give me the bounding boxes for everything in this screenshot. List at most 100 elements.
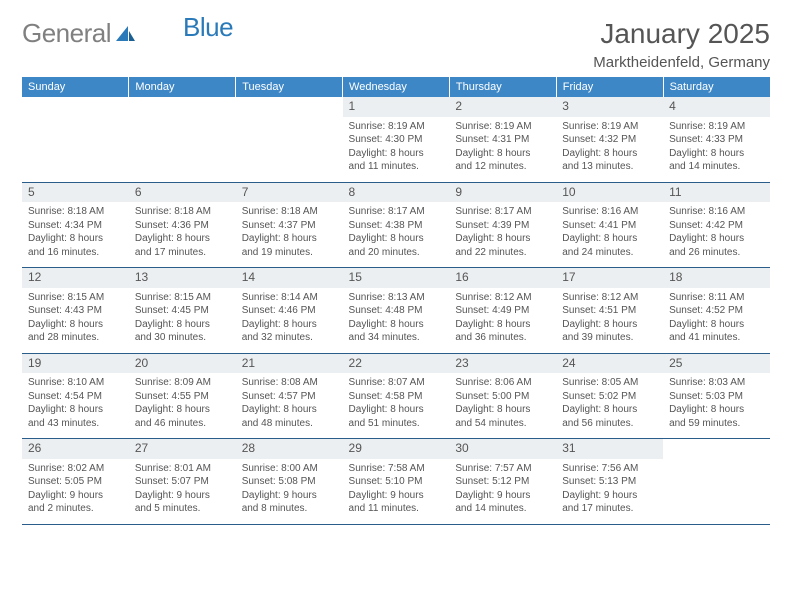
day-cell: 31Sunrise: 7:56 AMSunset: 5:13 PMDayligh… [556,439,663,525]
day-cell: 1Sunrise: 8:19 AMSunset: 4:30 PMDaylight… [343,97,450,182]
day-line: Daylight: 9 hours [242,489,337,503]
dayname: Wednesday [343,77,450,97]
day-line: Sunset: 4:36 PM [135,219,230,233]
day-line: Daylight: 8 hours [242,232,337,246]
month-title: January 2025 [593,18,770,50]
day-line: Daylight: 8 hours [135,403,230,417]
day-line: Sunrise: 8:18 AM [135,205,230,219]
day-details: Sunrise: 8:17 AMSunset: 4:38 PMDaylight:… [343,202,450,267]
day-line: Sunset: 4:57 PM [242,390,337,404]
day-cell: 27Sunrise: 8:01 AMSunset: 5:07 PMDayligh… [129,439,236,525]
day-number: 27 [129,439,236,459]
day-number: 20 [129,354,236,374]
day-details: Sunrise: 8:02 AMSunset: 5:05 PMDaylight:… [22,459,129,524]
day-cell: 25Sunrise: 8:03 AMSunset: 5:03 PMDayligh… [663,353,770,439]
day-line: Daylight: 8 hours [242,318,337,332]
day-line: Sunrise: 7:56 AM [562,462,657,476]
day-cell: 17Sunrise: 8:12 AMSunset: 4:51 PMDayligh… [556,268,663,354]
day-number: 15 [343,268,450,288]
day-details: Sunrise: 8:14 AMSunset: 4:46 PMDaylight:… [236,288,343,353]
day-line: Sunset: 4:45 PM [135,304,230,318]
day-line: and 26 minutes. [669,246,764,260]
day-details: Sunrise: 8:18 AMSunset: 4:34 PMDaylight:… [22,202,129,267]
day-cell: 26Sunrise: 8:02 AMSunset: 5:05 PMDayligh… [22,439,129,525]
day-line: Daylight: 8 hours [135,318,230,332]
day-line: and 17 minutes. [562,502,657,516]
day-line: and 16 minutes. [28,246,123,260]
day-line: Sunset: 4:37 PM [242,219,337,233]
day-line: and 30 minutes. [135,331,230,345]
day-line: and 19 minutes. [242,246,337,260]
day-line: Daylight: 8 hours [455,403,550,417]
day-cell: 20Sunrise: 8:09 AMSunset: 4:55 PMDayligh… [129,353,236,439]
day-line: Sunset: 4:30 PM [349,133,444,147]
day-line: Daylight: 8 hours [28,403,123,417]
week-row: 1Sunrise: 8:19 AMSunset: 4:30 PMDaylight… [22,97,770,182]
day-line: Daylight: 8 hours [349,147,444,161]
day-cell: 29Sunrise: 7:58 AMSunset: 5:10 PMDayligh… [343,439,450,525]
day-details: Sunrise: 8:18 AMSunset: 4:36 PMDaylight:… [129,202,236,267]
day-line: and 2 minutes. [28,502,123,516]
day-line: Daylight: 8 hours [562,318,657,332]
day-number: 21 [236,354,343,374]
day-line: Sunset: 4:46 PM [242,304,337,318]
day-line: Sunrise: 8:01 AM [135,462,230,476]
day-line: Sunset: 4:55 PM [135,390,230,404]
day-details: Sunrise: 7:58 AMSunset: 5:10 PMDaylight:… [343,459,450,524]
day-line: and 43 minutes. [28,417,123,431]
day-line: Daylight: 8 hours [28,318,123,332]
day-line: Daylight: 8 hours [669,232,764,246]
location: Marktheidenfeld, Germany [593,54,770,71]
day-line: Sunset: 4:34 PM [28,219,123,233]
day-cell: 16Sunrise: 8:12 AMSunset: 4:49 PMDayligh… [449,268,556,354]
day-details: Sunrise: 8:09 AMSunset: 4:55 PMDaylight:… [129,373,236,438]
day-line: and 59 minutes. [669,417,764,431]
day-line: Sunrise: 8:00 AM [242,462,337,476]
day-line: Sunrise: 8:06 AM [455,376,550,390]
day-line: and 39 minutes. [562,331,657,345]
day-number: 14 [236,268,343,288]
dayname: Monday [129,77,236,97]
day-cell [129,97,236,182]
day-line: Sunrise: 8:12 AM [562,291,657,305]
day-line: and 12 minutes. [455,160,550,174]
day-cell: 2Sunrise: 8:19 AMSunset: 4:31 PMDaylight… [449,97,556,182]
day-details: Sunrise: 8:00 AMSunset: 5:08 PMDaylight:… [236,459,343,524]
logo-text-gray: General [22,18,111,49]
day-details [22,117,129,175]
day-cell: 4Sunrise: 8:19 AMSunset: 4:33 PMDaylight… [663,97,770,182]
day-line: and 17 minutes. [135,246,230,260]
dayname: Friday [556,77,663,97]
day-details: Sunrise: 8:12 AMSunset: 4:49 PMDaylight:… [449,288,556,353]
day-details: Sunrise: 8:16 AMSunset: 4:42 PMDaylight:… [663,202,770,267]
week-row: 26Sunrise: 8:02 AMSunset: 5:05 PMDayligh… [22,439,770,525]
day-number: 25 [663,354,770,374]
day-number [236,97,343,117]
day-line: and 22 minutes. [455,246,550,260]
day-line: Sunset: 4:42 PM [669,219,764,233]
day-cell: 30Sunrise: 7:57 AMSunset: 5:12 PMDayligh… [449,439,556,525]
day-number: 28 [236,439,343,459]
day-line: Sunset: 5:07 PM [135,475,230,489]
day-line: Daylight: 9 hours [455,489,550,503]
day-line: and 14 minutes. [669,160,764,174]
day-line: and 5 minutes. [135,502,230,516]
day-cell: 19Sunrise: 8:10 AMSunset: 4:54 PMDayligh… [22,353,129,439]
day-cell [663,439,770,525]
day-line: and 20 minutes. [349,246,444,260]
day-line: Sunrise: 8:02 AM [28,462,123,476]
week-row: 5Sunrise: 8:18 AMSunset: 4:34 PMDaylight… [22,182,770,268]
day-line: and 13 minutes. [562,160,657,174]
day-line: Sunrise: 8:11 AM [669,291,764,305]
day-line: and 54 minutes. [455,417,550,431]
day-line: and 48 minutes. [242,417,337,431]
day-cell: 22Sunrise: 8:07 AMSunset: 4:58 PMDayligh… [343,353,450,439]
day-line: Sunset: 5:00 PM [455,390,550,404]
day-cell: 13Sunrise: 8:15 AMSunset: 4:45 PMDayligh… [129,268,236,354]
day-details: Sunrise: 8:06 AMSunset: 5:00 PMDaylight:… [449,373,556,438]
day-line: Daylight: 8 hours [455,147,550,161]
day-line: Sunset: 4:31 PM [455,133,550,147]
day-line: Daylight: 8 hours [28,232,123,246]
day-line: Sunrise: 8:16 AM [669,205,764,219]
day-line: Sunrise: 8:17 AM [455,205,550,219]
